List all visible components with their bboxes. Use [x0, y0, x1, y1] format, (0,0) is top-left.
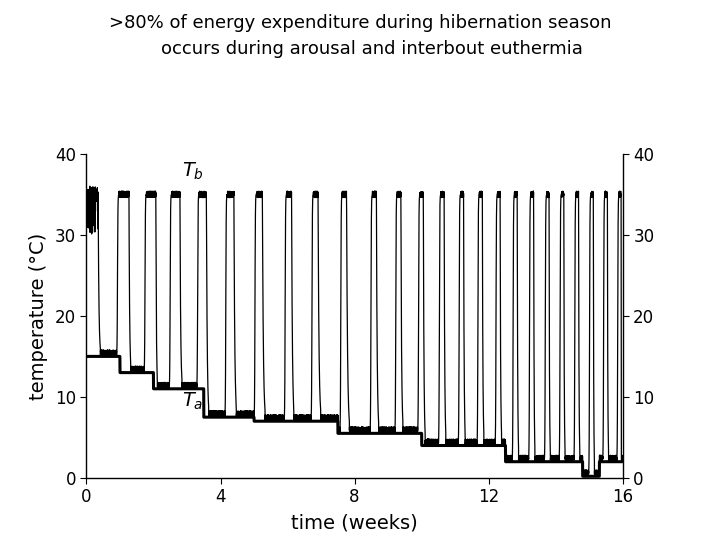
Text: $T_b$: $T_b$: [182, 161, 204, 183]
Text: $T_a$: $T_a$: [182, 390, 203, 411]
Text: >80% of energy expenditure during hibernation season: >80% of energy expenditure during hibern…: [109, 14, 611, 31]
X-axis label: time (weeks): time (weeks): [291, 513, 418, 532]
Text: occurs during arousal and interbout euthermia: occurs during arousal and interbout euth…: [138, 40, 582, 58]
Y-axis label: temperature (°C): temperature (°C): [29, 232, 48, 400]
